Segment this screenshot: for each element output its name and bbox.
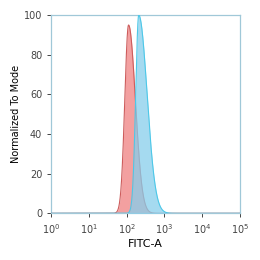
Y-axis label: Normalized To Mode: Normalized To Mode [11, 65, 21, 163]
X-axis label: FITC-A: FITC-A [128, 239, 163, 249]
